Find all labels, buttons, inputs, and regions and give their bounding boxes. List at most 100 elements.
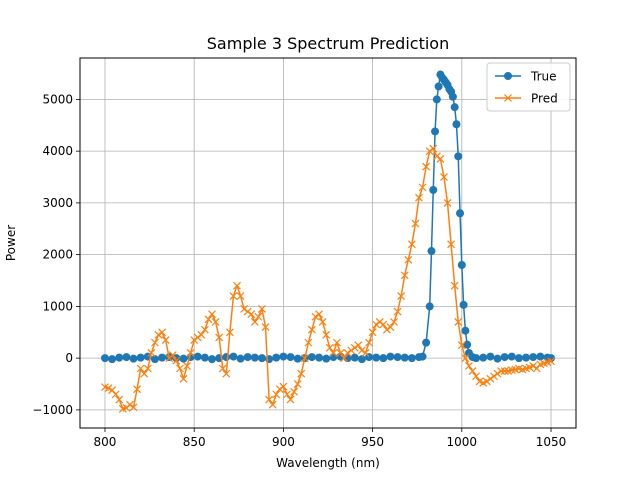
series-pred-point: [529, 361, 538, 370]
series-pred-point: [104, 384, 113, 393]
series-pred-point: [211, 317, 220, 326]
series-pred-point: [468, 367, 477, 376]
series-pred-point: [268, 400, 277, 409]
series-pred-point: [465, 361, 473, 370]
x-tick-label: 1050: [536, 435, 567, 449]
legend-true-label: True: [530, 70, 557, 84]
series-pred-point: [332, 338, 341, 347]
series-pred-point: [497, 367, 505, 376]
series-pred: [101, 144, 555, 413]
series-pred-point: [429, 144, 438, 153]
series-true-point: [307, 353, 316, 362]
series-pred-point: [243, 307, 252, 316]
series-true-point: [243, 353, 252, 362]
series-pred-point: [286, 395, 295, 404]
x-tick-label: 800: [94, 435, 117, 449]
series-true-point: [386, 352, 395, 361]
series-pred-point: [447, 240, 456, 249]
legend-true-marker: [504, 72, 512, 80]
series-pred-point: [261, 323, 270, 332]
series-true-point: [407, 354, 416, 363]
series-pred-point: [457, 341, 466, 350]
series-pred-point: [490, 372, 498, 381]
series-true-point: [400, 353, 409, 362]
series-pred-point: [111, 390, 120, 399]
series-pred-point: [186, 349, 195, 357]
series-pred-point: [290, 387, 299, 396]
series-true-point: [108, 355, 117, 364]
chart-title: Sample 3 Spectrum Prediction: [207, 34, 449, 53]
series-true-point: [236, 354, 245, 363]
series-pred-point: [318, 317, 327, 326]
series-true-point: [393, 353, 402, 362]
series-pred-point: [136, 364, 145, 373]
series-true-point: [452, 120, 461, 129]
series-true-point: [179, 354, 188, 363]
series-pred-point: [315, 310, 324, 319]
series-pred-point: [215, 333, 224, 342]
series-pred-point: [225, 328, 234, 337]
y-tick-label: 4000: [42, 144, 73, 158]
series-pred-point: [361, 349, 370, 357]
series-true-point: [456, 209, 465, 218]
x-tick-label: 900: [272, 435, 295, 449]
series-pred-point: [183, 361, 191, 370]
series-true-point: [429, 185, 438, 194]
series-pred-point: [393, 307, 402, 316]
x-tick-label: 850: [183, 435, 206, 449]
series-true-point: [350, 353, 359, 362]
series-pred-point: [151, 338, 159, 347]
series-group: [100, 70, 556, 413]
series-pred-point: [390, 317, 398, 326]
series-true-point: [129, 354, 138, 363]
series-pred-point: [379, 320, 388, 329]
series-pred-point: [254, 312, 263, 321]
series-pred-point: [443, 198, 452, 207]
series-true-point: [486, 352, 495, 361]
series-true-point: [457, 260, 466, 269]
series-true-point: [100, 354, 109, 363]
series-true-point: [472, 354, 481, 363]
series-true-point: [427, 247, 436, 256]
series-true-point: [434, 82, 443, 91]
series-true-point: [122, 353, 131, 362]
x-tick-label: 1000: [447, 435, 478, 449]
series-pred-point: [158, 328, 166, 337]
series-pred-point: [425, 147, 434, 156]
series-pred-point: [197, 330, 206, 339]
series-pred-point: [190, 336, 199, 344]
series-true: [100, 70, 556, 364]
series-pred-point: [354, 341, 363, 350]
series-true-point: [418, 352, 427, 361]
series-pred-point: [168, 351, 177, 359]
series-pred-point: [129, 403, 138, 412]
x-tick-label: 950: [361, 435, 384, 449]
series-true-point: [422, 338, 431, 347]
series-pred-point: [275, 385, 284, 394]
series-pred-point: [247, 310, 256, 319]
series-pred-point: [382, 325, 391, 334]
legend-pred-label: Pred: [531, 92, 558, 106]
series-pred-point: [340, 354, 348, 363]
series-pred-point: [450, 281, 459, 290]
series-pred-point: [250, 317, 259, 326]
series-true-point: [461, 326, 470, 335]
y-axis-label: Power: [4, 225, 18, 261]
series-pred-point: [258, 305, 266, 313]
series-pred-point: [200, 325, 209, 334]
series-true-point: [279, 352, 288, 361]
series-true-point: [158, 353, 167, 362]
axis-ticks: 800 850 900 950 1000 1050 −1000 0 1000 2000 3000 40…: [32, 92, 566, 449]
series-pred-point: [336, 349, 345, 357]
series-pred-point: [193, 333, 202, 342]
series-pred-point: [304, 338, 313, 347]
series-pred-point: [375, 317, 384, 326]
series-true-point: [208, 355, 217, 364]
series-pred-point: [265, 395, 274, 404]
plot-frame: [79, 57, 577, 429]
series-pred-point: [208, 310, 216, 319]
series-pred-point: [482, 377, 491, 386]
series-true-point: [229, 352, 238, 361]
series-true-point: [222, 353, 231, 362]
series-true-point: [536, 352, 545, 361]
